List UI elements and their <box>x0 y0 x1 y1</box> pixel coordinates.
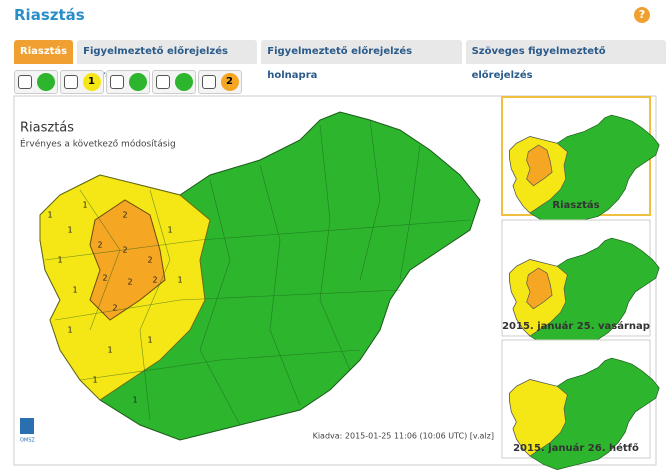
level-badge: 2 <box>220 73 239 91</box>
region-level: 1 <box>107 346 112 355</box>
tab[interactable]: Figyelmeztető előrejelzés holnapra <box>261 40 462 81</box>
hazard-icon <box>109 75 124 89</box>
region-level: 1 <box>167 226 172 235</box>
page-title: Riasztás <box>14 6 85 24</box>
region-level: 1 <box>72 286 77 295</box>
region-level: 1 <box>57 256 62 265</box>
region-level: 2 <box>122 211 127 220</box>
region-level: 1 <box>147 336 152 345</box>
issued-text: Kiadva: 2015-01-25 11:06 (10:06 UTC) [v.… <box>313 432 494 441</box>
region-level: 2 <box>152 276 157 285</box>
region-level: 2 <box>112 304 117 313</box>
tab[interactable]: Szöveges figyelmeztető előrejelzés <box>465 40 666 81</box>
hazard-icon <box>155 75 170 89</box>
help-button[interactable]: ? <box>634 7 650 23</box>
region-level: 1 <box>92 376 97 385</box>
region-level: 2 <box>97 241 102 250</box>
warning-item[interactable] <box>14 70 58 94</box>
region-level: 2 <box>127 278 132 287</box>
region-level: 2 <box>102 274 107 283</box>
tab[interactable]: Figyelmeztető előrejelzés mára <box>77 40 258 81</box>
logo: OMSZ <box>20 438 35 444</box>
level-badge: 1 <box>82 73 101 91</box>
thumbnail-caption: Riasztás <box>552 199 599 211</box>
region-level: 1 <box>82 201 87 210</box>
region-level: 1 <box>47 211 52 220</box>
thumbnail-caption: 2015. január 25. vasárnap <box>502 320 650 332</box>
tab[interactable]: Riasztás <box>14 40 74 64</box>
region-level: 2 <box>147 256 152 265</box>
region-level: 2 <box>122 246 127 255</box>
thumbnail-caption: 2015. január 26. hétfő <box>513 442 639 454</box>
hazard-icon <box>201 75 216 89</box>
level-badge <box>128 73 147 91</box>
region-level: 1 <box>177 276 182 285</box>
region-level: 1 <box>67 326 72 335</box>
warning-item[interactable]: 1 <box>60 70 104 94</box>
thumbnails: Riasztás 2015. január 25. vasárnap 2015. j… <box>501 96 660 470</box>
warning-item[interactable] <box>106 70 150 94</box>
warning-item[interactable] <box>152 70 196 94</box>
logo-icon <box>20 418 34 434</box>
level-badge <box>36 73 55 91</box>
warning-item[interactable]: 2 <box>198 70 242 94</box>
level-badge <box>174 73 193 91</box>
hazard-icon <box>63 75 78 89</box>
map-title: Riasztás <box>20 121 74 136</box>
region-level: 1 <box>132 396 137 405</box>
region-level: 1 <box>67 226 72 235</box>
hazard-icon <box>17 75 32 89</box>
map-subtitle: Érvényes a következő módosításig <box>20 138 176 150</box>
map-labels: 2 2 2 2 2 2 2 2 1 1 1 1 1 1 1 1 1 1 1 1 <box>47 201 182 405</box>
